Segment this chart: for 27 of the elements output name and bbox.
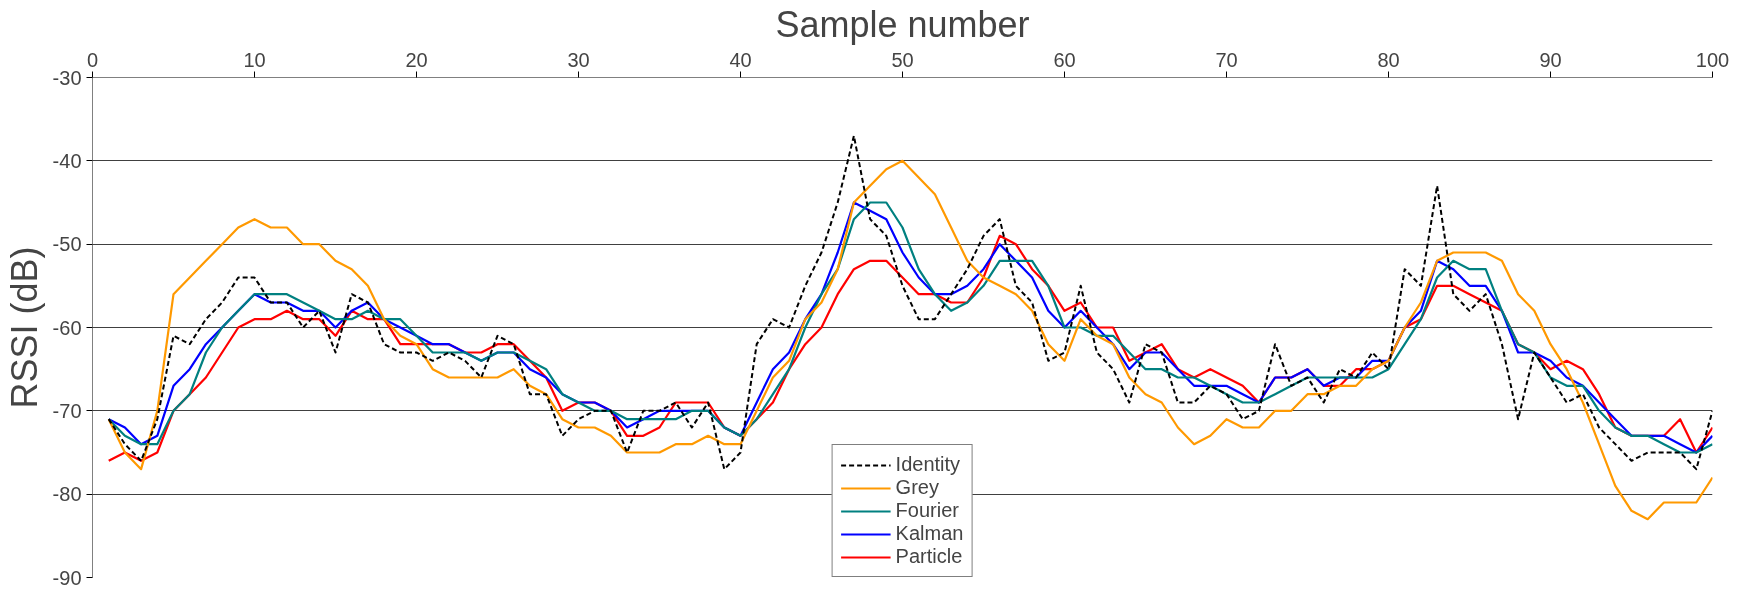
y-tick-label: -30 [52,66,82,89]
y-axis-title: RSSI (dB) [3,246,45,409]
x-axis-title: Sample number [775,3,1030,45]
y-tick-label: -40 [52,149,82,172]
x-tick-label: 100 [1695,48,1730,71]
y-tick-label: -60 [52,316,82,339]
x-tick-label: 80 [1377,48,1400,71]
y-tick-label: -70 [52,399,82,422]
legend-label: Fourier [895,499,959,522]
x-tick-label: 50 [891,48,914,71]
x-tick-label: 10 [243,48,266,71]
x-tick-label: 70 [1215,48,1238,71]
legend-label: Kalman [895,522,964,545]
line-series [107,159,1713,521]
x-tick-label: 30 [567,48,590,71]
legend-label: Grey [895,476,939,499]
x-tick-label: 40 [729,48,752,71]
legend-label: Identity [895,453,961,476]
y-tick-label: -80 [52,483,82,506]
x-tick-label: 20 [405,48,428,71]
x-tick-label: 0 [86,48,99,71]
y-tick-label: -50 [52,233,82,256]
line-series [107,201,1713,454]
y-tick-label: -90 [52,566,82,589]
x-tick-label: 60 [1053,48,1076,71]
x-tick-label: 90 [1539,48,1562,71]
legend-label: Particle [895,545,963,568]
